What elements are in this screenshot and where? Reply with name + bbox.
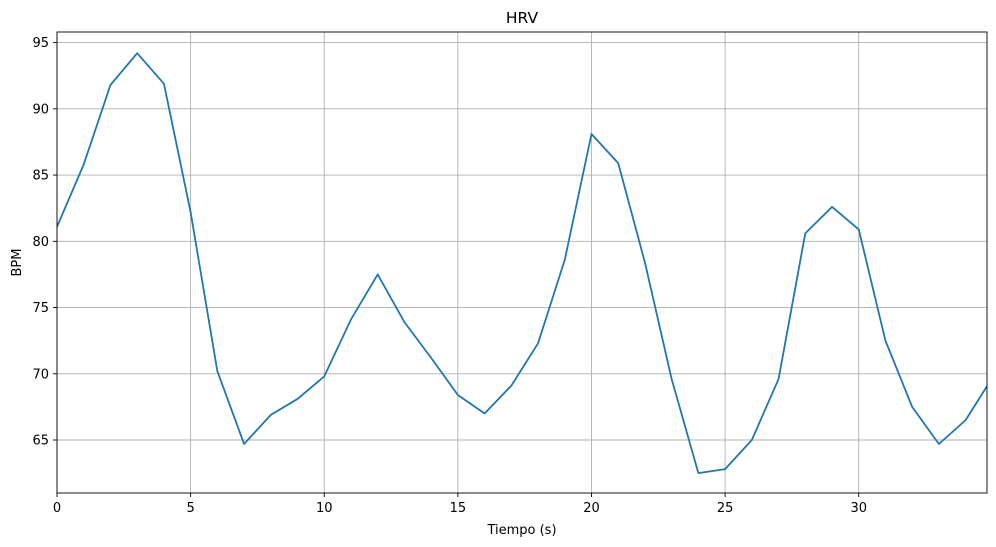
- x-axis-label: Tiempo (s): [486, 523, 556, 538]
- x-axis-ticks: 0 5 10 15 20 25 30: [53, 493, 867, 516]
- x-tick-label: 15: [450, 501, 467, 516]
- y-axis-label: BPM: [10, 249, 25, 277]
- y-axis-ticks: 65 70 75 80 85 90 95: [32, 36, 57, 449]
- plot-area: [57, 52, 987, 475]
- y-tick-label: 75: [32, 301, 49, 316]
- x-tick-label: 5: [186, 501, 194, 516]
- chart-title: HRV: [506, 9, 539, 27]
- x-tick-label: 10: [316, 501, 333, 516]
- x-tick-label: 25: [717, 501, 734, 516]
- x-tick-label: 30: [850, 501, 867, 516]
- y-tick-label: 90: [32, 102, 49, 117]
- y-tick-label: 85: [32, 169, 49, 184]
- y-tick-label: 95: [32, 36, 49, 51]
- grid-lines: [56, 32, 987, 493]
- y-tick-label: 65: [32, 434, 49, 449]
- y-tick-label: 80: [32, 235, 49, 250]
- bpm-series-line: [57, 52, 987, 475]
- y-tick-label: 70: [32, 367, 49, 382]
- x-tick-label: 20: [583, 501, 600, 516]
- x-tick-label: 0: [53, 501, 61, 516]
- axes-frame: [56, 31, 988, 494]
